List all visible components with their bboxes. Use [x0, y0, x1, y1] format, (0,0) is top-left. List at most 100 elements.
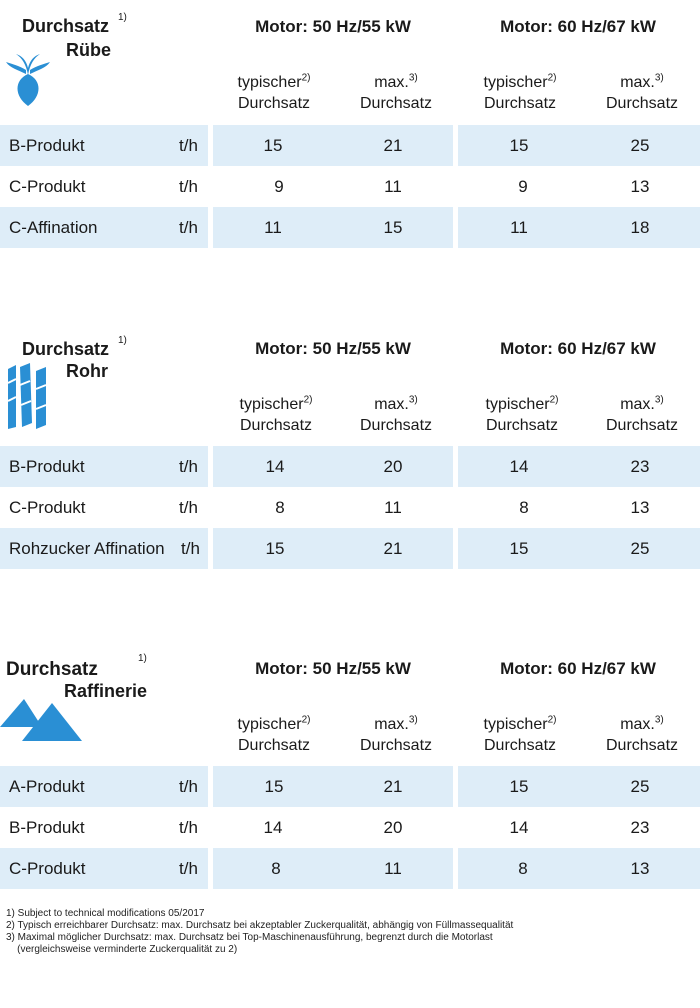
max-sup: 3)	[654, 72, 664, 84]
value-max-50: 21	[383, 777, 403, 796]
row-unit: t/h	[179, 457, 198, 476]
durchsatz-label: Durchsatz	[483, 95, 557, 112]
value-max-50: 11	[384, 498, 402, 517]
refinery-triangles-icon	[0, 699, 82, 741]
value-max-50: 20	[383, 457, 403, 476]
row-unit: t/h	[179, 818, 198, 837]
max-label: max.	[620, 74, 655, 91]
col-max-50: max.3) Durchsatz	[336, 394, 456, 436]
typical-sup: 2)	[549, 394, 559, 406]
durchsatz-label: Durchsatz	[605, 417, 679, 434]
typical-label: typischer	[485, 396, 550, 413]
value-typical-50: 9	[274, 177, 284, 196]
value-typical-60: 15	[509, 539, 529, 558]
value-max-60: 23	[630, 457, 650, 476]
col-max-60: max.3) Durchsatz	[582, 394, 700, 436]
durchsatz-label: Durchsatz	[359, 417, 433, 434]
value-typical-60: 8	[518, 859, 528, 878]
max-sup: 3)	[408, 714, 418, 726]
value-typical-50: 8	[271, 859, 281, 878]
col-typical-50: typischer2) Durchsatz	[214, 72, 334, 114]
section-title-line1: Durchsatz	[22, 339, 110, 359]
motor-50hz-header: Motor: 50 Hz/55 kW	[255, 17, 411, 36]
durchsatz-label: Durchsatz	[239, 417, 313, 434]
title-footnote-mark: 1)	[138, 653, 147, 664]
footnote-2: 2) Typisch erreichbarer Durchsatz: max. …	[6, 920, 514, 931]
durchsatz-label: Durchsatz	[237, 95, 311, 112]
row-label: C-Produkt	[9, 177, 86, 196]
table-row: C-Produkt t/h 8 11 8 13	[0, 848, 700, 889]
value-max-50: 11	[384, 177, 402, 196]
value-max-50: 21	[383, 136, 403, 155]
value-max-60: 13	[630, 498, 650, 517]
row-unit: t/h	[179, 498, 198, 517]
typical-sup: 2)	[301, 714, 311, 726]
value-typical-50: 14	[263, 818, 283, 837]
row-label: B-Produkt	[9, 136, 85, 155]
motor-60hz-header: Motor: 60 Hz/67 kW	[500, 659, 656, 678]
value-typical-60: 11	[510, 218, 528, 237]
sugar-beet-icon	[6, 54, 50, 106]
motor-60hz-header: Motor: 60 Hz/67 kW	[500, 339, 656, 358]
col-typical-60: typischer2) Durchsatz	[460, 72, 580, 114]
col-max-60: max.3) Durchsatz	[582, 72, 700, 114]
value-max-60: 25	[630, 136, 650, 155]
row-label: A-Produkt	[9, 777, 85, 796]
row-unit: t/h	[179, 777, 198, 796]
motor-50hz-header: Motor: 50 Hz/55 kW	[255, 339, 411, 358]
value-max-50: 11	[384, 859, 402, 878]
durchsatz-label: Durchsatz	[359, 95, 433, 112]
value-typical-60: 14	[509, 457, 529, 476]
section-title-line2: Raffinerie	[64, 681, 148, 701]
table-row: A-Produkt t/h 15 21 15 25	[0, 766, 700, 807]
value-typical-50: 15	[265, 539, 285, 558]
section-raffinerie: Durchsatz 1) Raffinerie Motor: 50 Hz/55 …	[0, 641, 700, 891]
section-title-line2: Rohr	[66, 361, 108, 381]
value-typical-50: 15	[263, 136, 283, 155]
motor-60hz-header: Motor: 60 Hz/67 kW	[500, 17, 656, 36]
value-typical-50: 15	[264, 777, 284, 796]
footnote-1: 1) Subject to technical modifications 05…	[6, 908, 205, 919]
value-max-60: 18	[630, 218, 650, 237]
row-label: B-Produkt	[9, 457, 85, 476]
table-row: C-Affination t/h 11 15 11 18	[0, 207, 700, 248]
max-label: max.	[620, 716, 655, 733]
typical-sup: 2)	[303, 394, 313, 406]
max-sup: 3)	[408, 394, 418, 406]
sugar-cane-icon	[7, 363, 47, 429]
max-sup: 3)	[654, 394, 664, 406]
col-typical-60: typischer2) Durchsatz	[460, 714, 580, 756]
section-title-line1: Durchsatz	[22, 16, 110, 36]
row-label: Rohzucker Affination	[9, 539, 165, 558]
value-typical-60: 9	[518, 177, 528, 196]
col-typical-50: typischer2) Durchsatz	[214, 714, 334, 756]
max-label: max.	[374, 74, 409, 91]
value-max-60: 25	[630, 539, 650, 558]
value-max-60: 25	[630, 777, 650, 796]
footnote-3-continued: (vergleichsweise verminderte Zuckerquali…	[6, 944, 238, 955]
value-max-60: 13	[630, 859, 650, 878]
table-row: B-Produkt t/h 15 21 15 25	[0, 125, 700, 166]
typical-sup: 2)	[547, 714, 557, 726]
value-typical-60: 15	[509, 136, 529, 155]
typical-sup: 2)	[547, 72, 557, 84]
section-title-line2: Rübe	[66, 40, 111, 60]
typical-label: typischer	[239, 396, 304, 413]
value-max-60: 23	[630, 818, 650, 837]
durchsatz-label: Durchsatz	[605, 737, 679, 754]
max-label: max.	[374, 396, 409, 413]
typical-label: typischer	[237, 74, 302, 91]
row-label: C-Affination	[9, 218, 98, 237]
col-typical-60: typischer2) Durchsatz	[462, 394, 582, 436]
col-max-60: max.3) Durchsatz	[582, 714, 700, 756]
footnotes: 1) Subject to technical modifications 05…	[6, 908, 696, 956]
row-label: C-Produkt	[9, 498, 86, 517]
value-typical-60: 8	[519, 498, 529, 517]
row-unit: t/h	[181, 539, 200, 558]
table-row: C-Produkt t/h 9 11 9 13	[0, 166, 700, 207]
row-label: B-Produkt	[9, 818, 85, 837]
value-max-50: 20	[383, 818, 403, 837]
section-title-line1: Durchsatz	[6, 659, 98, 680]
row-unit: t/h	[179, 218, 198, 237]
col-max-50: max.3) Durchsatz	[336, 72, 456, 114]
